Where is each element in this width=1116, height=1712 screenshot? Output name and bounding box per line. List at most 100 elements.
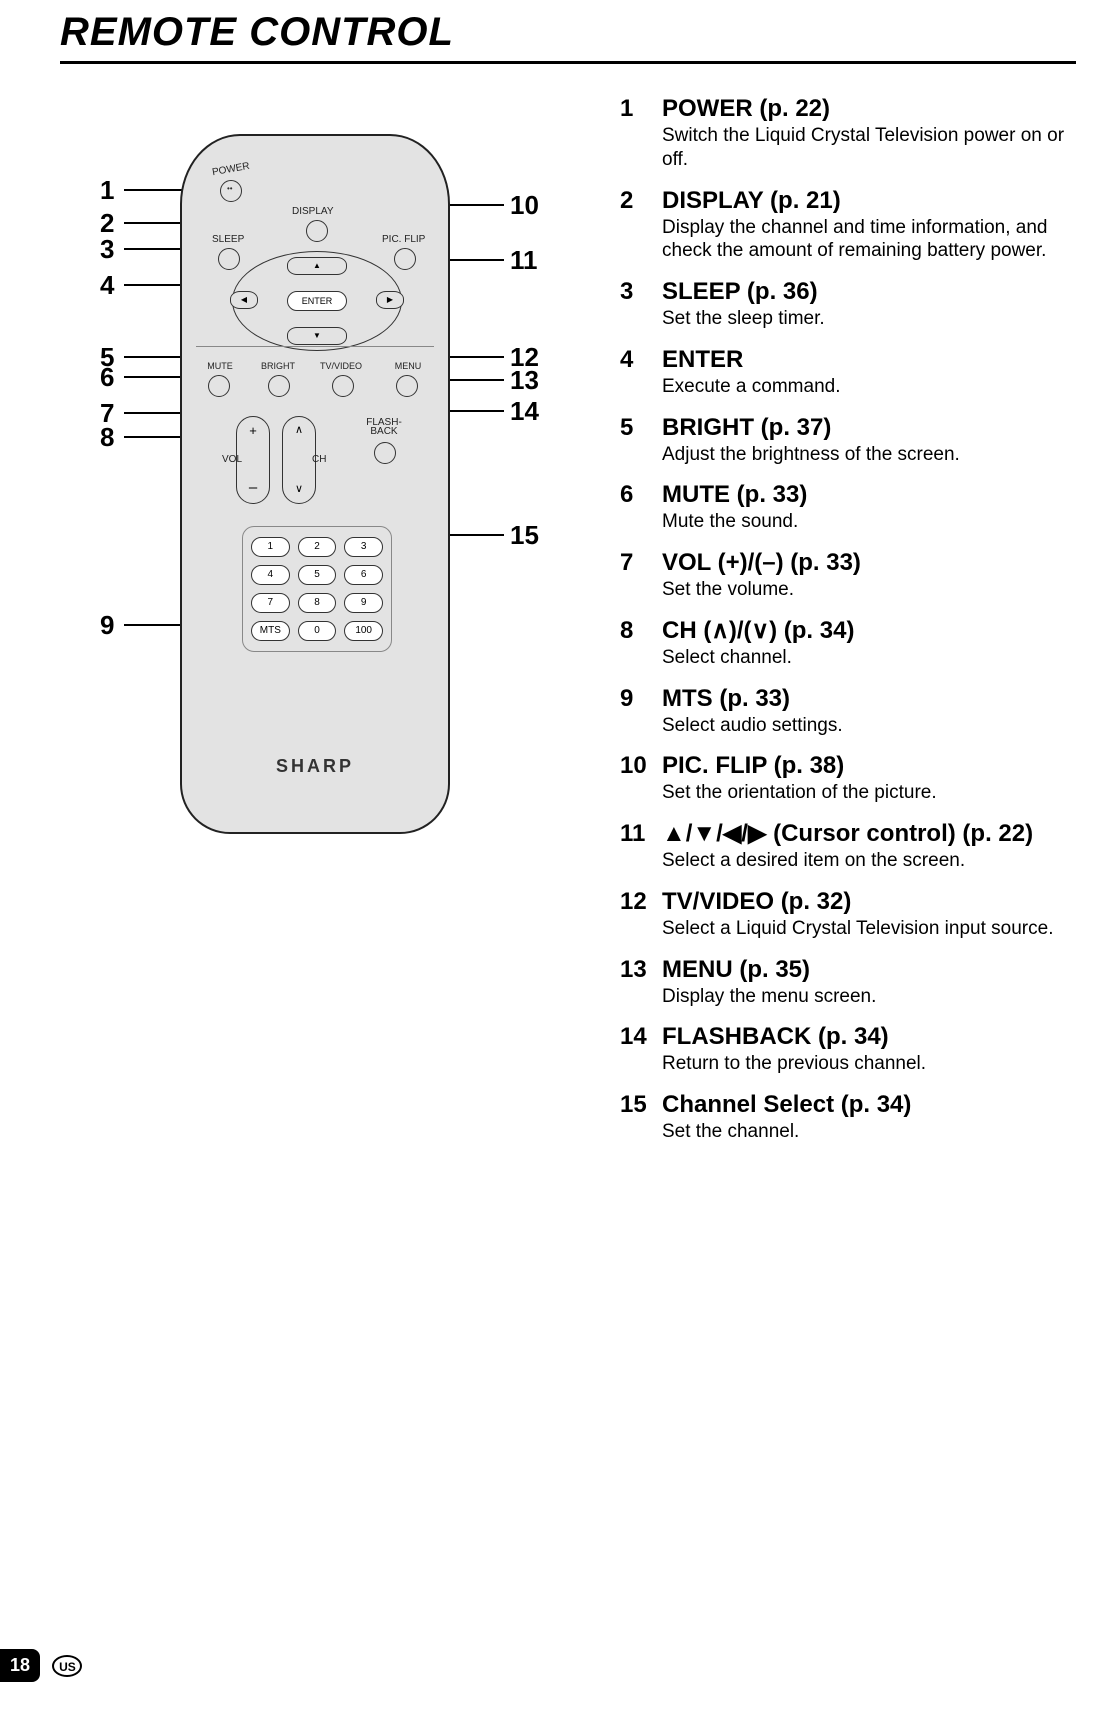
key-1[interactable]: 1 (251, 537, 290, 557)
callout-num-14: 14 (510, 396, 539, 427)
desc-item-15: 15Channel Select (p. 34)Set the channel. (620, 1090, 1076, 1144)
desc-num: 4 (620, 345, 662, 375)
title-rule (60, 61, 1076, 64)
desc-body: Display the channel and time information… (662, 216, 1076, 264)
desc-title: VOL (+)/(–) (p. 33) (662, 548, 861, 578)
callout-num-13: 13 (510, 365, 539, 396)
callout-num-8: 8 (100, 422, 114, 453)
desc-body: Adjust the brightness of the screen. (662, 443, 1076, 467)
desc-body: Set the volume. (662, 578, 1076, 602)
key-8[interactable]: 8 (298, 593, 337, 613)
callout-num-11: 11 (510, 245, 538, 276)
desc-item-12: 12TV/VIDEO (p. 32)Select a Liquid Crysta… (620, 887, 1076, 941)
callout-num-9: 9 (100, 610, 114, 641)
key-4[interactable]: 4 (251, 565, 290, 585)
vol-label: VOL (222, 454, 242, 465)
desc-title: SLEEP (p. 36) (662, 277, 818, 307)
desc-title: CH (∧)/(∨) (p. 34) (662, 616, 854, 646)
picflip-label: PIC. FLIP (382, 234, 425, 245)
ch-up-icon: ∧ (283, 423, 315, 436)
desc-num: 3 (620, 277, 662, 307)
dpad: ▲ ▼ ◀ ▶ ENTER (232, 251, 402, 351)
callout-num-10: 10 (510, 190, 539, 221)
power-label: POWER (211, 161, 250, 178)
desc-title: ▲/▼/◀/▶ (Cursor control) (p. 22) (662, 819, 1033, 849)
callout-num-4: 4 (100, 270, 114, 301)
desc-body: Set the orientation of the picture. (662, 781, 1076, 805)
cursor-down-button[interactable]: ▼ (287, 327, 347, 345)
desc-body: Set the channel. (662, 1120, 1076, 1144)
remote-diagram: 123456789 101112131415 POWER •• DISPLAY … (60, 94, 580, 874)
description-column: 1POWER (p. 22)Switch the Liquid Crystal … (620, 94, 1076, 1158)
footer: 18 US (0, 1649, 1116, 1682)
desc-item-2: 2DISPLAY (p. 21)Display the channel and … (620, 186, 1076, 264)
flashback-button[interactable] (374, 442, 396, 464)
callout-num-3: 3 (100, 234, 114, 265)
bright-button[interactable] (268, 375, 290, 397)
key-2[interactable]: 2 (298, 537, 337, 557)
desc-title: MENU (p. 35) (662, 955, 810, 985)
desc-item-11: 11▲/▼/◀/▶ (Cursor control) (p. 22)Select… (620, 819, 1076, 873)
desc-item-4: 4ENTERExecute a command. (620, 345, 1076, 399)
desc-num: 2 (620, 186, 662, 216)
callout-num-15: 15 (510, 520, 539, 551)
ch-label: CH (312, 454, 326, 465)
mts-button[interactable]: MTS (251, 621, 290, 641)
enter-button[interactable]: ENTER (287, 291, 347, 311)
menu-button[interactable] (396, 375, 418, 397)
desc-title: PIC. FLIP (p. 38) (662, 751, 844, 781)
desc-body: Return to the previous channel. (662, 1052, 1076, 1076)
remote-column: 123456789 101112131415 POWER •• DISPLAY … (60, 94, 580, 1158)
desc-item-1: 1POWER (p. 22)Switch the Liquid Crystal … (620, 94, 1076, 172)
cursor-left-button[interactable]: ◀ (230, 291, 258, 309)
desc-title: ENTER (662, 345, 743, 375)
desc-item-7: 7VOL (+)/(–) (p. 33)Set the volume. (620, 548, 1076, 602)
tvvideo-button[interactable] (332, 375, 354, 397)
plus-icon: + (237, 423, 269, 438)
desc-title: DISPLAY (p. 21) (662, 186, 841, 216)
key-6[interactable]: 6 (344, 565, 383, 585)
desc-item-5: 5BRIGHT (p. 37)Adjust the brightness of … (620, 413, 1076, 467)
region-badge: US (52, 1655, 82, 1677)
tvvideo-label: TV/VIDEO (316, 361, 366, 371)
display-label: DISPLAY (292, 206, 334, 217)
desc-num: 1 (620, 94, 662, 124)
key-0[interactable]: 0 (298, 621, 337, 641)
desc-item-8: 8CH (∧)/(∨) (p. 34)Select channel. (620, 616, 1076, 670)
desc-item-13: 13MENU (p. 35)Display the menu screen. (620, 955, 1076, 1009)
ch-rocker[interactable]: ∧ ∨ (282, 416, 316, 504)
desc-body: Mute the sound. (662, 510, 1076, 534)
desc-title: MUTE (p. 33) (662, 480, 807, 510)
key-9[interactable]: 9 (344, 593, 383, 613)
key-5[interactable]: 5 (298, 565, 337, 585)
menu-label: MENU (388, 361, 428, 371)
key-100[interactable]: 100 (344, 621, 383, 641)
desc-item-6: 6MUTE (p. 33)Mute the sound. (620, 480, 1076, 534)
desc-num: 14 (620, 1022, 662, 1052)
desc-body: Switch the Liquid Crystal Television pow… (662, 124, 1076, 172)
desc-num: 15 (620, 1090, 662, 1120)
sharp-logo: SHARP (182, 756, 448, 777)
desc-num: 9 (620, 684, 662, 714)
keypad: 123 456 789 MTS 0 100 (242, 526, 392, 652)
desc-item-9: 9MTS (p. 33)Select audio settings. (620, 684, 1076, 738)
desc-title: FLASHBACK (p. 34) (662, 1022, 889, 1052)
desc-body: Execute a command. (662, 375, 1076, 399)
desc-num: 5 (620, 413, 662, 443)
row-4-buttons: MUTE BRIGHT TV/VIDEO MENU (204, 361, 430, 401)
desc-title: TV/VIDEO (p. 32) (662, 887, 851, 917)
cursor-right-button[interactable]: ▶ (376, 291, 404, 309)
remote-divider (196, 346, 434, 347)
display-button[interactable] (306, 220, 328, 242)
content-row: 123456789 101112131415 POWER •• DISPLAY … (60, 94, 1076, 1158)
key-7[interactable]: 7 (251, 593, 290, 613)
key-3[interactable]: 3 (344, 537, 383, 557)
desc-body: Display the menu screen. (662, 985, 1076, 1009)
mute-button[interactable] (208, 375, 230, 397)
desc-body: Select a Liquid Crystal Television input… (662, 917, 1076, 941)
mute-label: MUTE (200, 361, 240, 371)
desc-body: Set the sleep timer. (662, 307, 1076, 331)
flashback-label: FLASH- BACK (362, 418, 406, 436)
cursor-up-button[interactable]: ▲ (287, 257, 347, 275)
page-number-badge: 18 (0, 1649, 40, 1682)
